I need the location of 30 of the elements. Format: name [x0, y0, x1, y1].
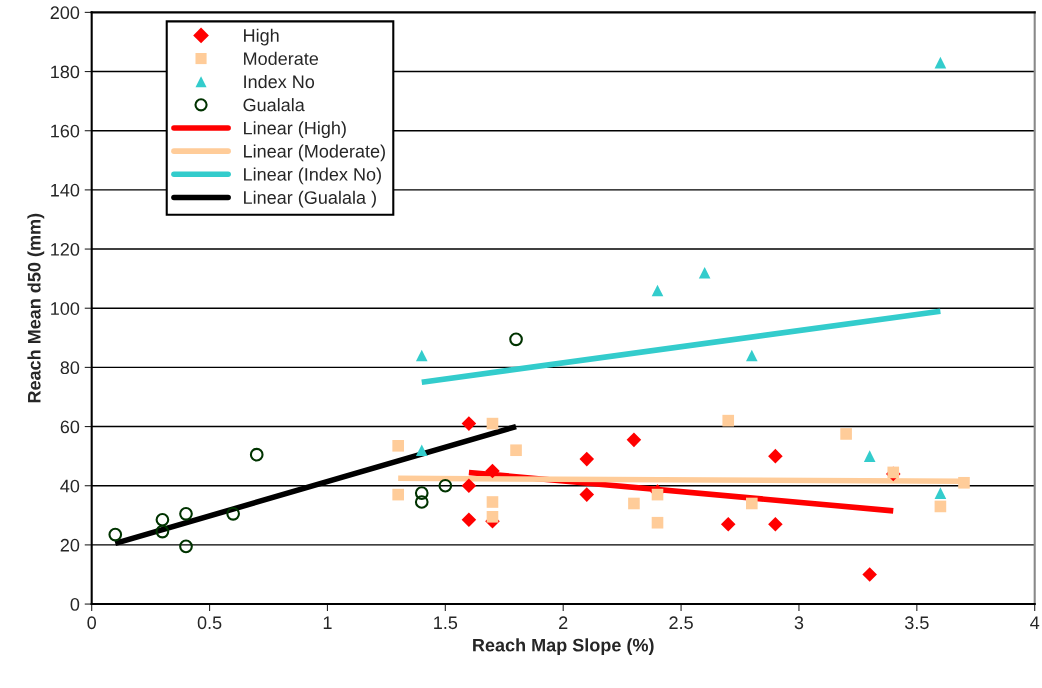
- x-tick-label: 2.5: [669, 616, 693, 630]
- y-tick-label: 140: [51, 183, 80, 197]
- x-tick-label: 1.5: [434, 616, 458, 630]
- x-tick-label: 4: [1030, 616, 1040, 629]
- legend-label: Linear (Moderate): [244, 144, 385, 162]
- x-tick-label: 1: [323, 616, 332, 629]
- y-tick-label: 180: [51, 65, 80, 79]
- legend-label: High: [244, 28, 279, 46]
- legend-label: Linear (Index No): [244, 167, 381, 185]
- x-tick-label: 3.5: [904, 616, 929, 630]
- y-tick-label: 0: [70, 598, 80, 611]
- y-tick-label: 120: [51, 242, 80, 256]
- x-tick-label: 0.5: [197, 616, 222, 630]
- y-tick-label: 40: [60, 479, 80, 493]
- legend-label: Moderate: [244, 51, 319, 66]
- y-tick-label: 200: [50, 6, 80, 20]
- x-tick-label: 2: [559, 616, 568, 629]
- y-axis-title: Reach Mean d50 (mm): [27, 213, 45, 403]
- legend-label: Linear (High): [244, 121, 346, 139]
- y-tick-label: 160: [51, 124, 80, 138]
- y-tick-label: 60: [60, 420, 80, 434]
- x-tick-label: 3: [794, 616, 804, 630]
- legend-label: Index No: [244, 74, 315, 89]
- legend-label: Linear (Gualala ): [244, 190, 376, 208]
- x-tick-label: 0: [87, 616, 97, 630]
- y-tick-label: 20: [60, 538, 80, 552]
- legend-label: Gualala: [243, 98, 305, 112]
- y-tick-label: 80: [60, 361, 80, 375]
- y-tick-label: 100: [51, 302, 80, 315]
- x-axis-title: Reach Map Slope (%): [473, 638, 654, 656]
